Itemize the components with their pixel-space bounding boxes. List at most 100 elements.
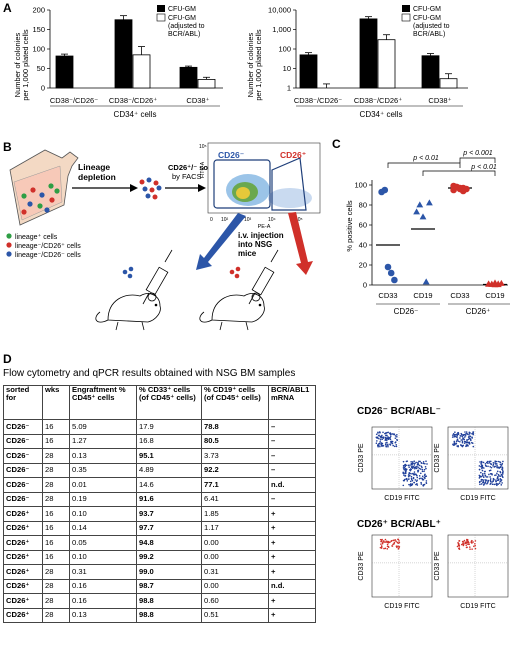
table-cell: 5.09 [69,419,137,435]
table-cell: 99.2 [136,549,202,565]
table-row: CD26⁺ 28 0.13 98.8 0.51 + [3,607,316,623]
flow-event-dot [493,465,496,468]
flow-plot-ylabel: CD33 PE [434,443,441,473]
flow-event-dot [395,445,398,448]
legend-lineage-pos: lineage⁺ cells [15,233,58,241]
chart-a-left-cat-1: CD38⁻/CD26⁻ [50,96,98,105]
flow-event-dot [463,442,466,444]
flow-event-dot [499,475,502,477]
flow-event-dot [480,471,482,474]
flow-event-dot [469,548,471,550]
step-sort-1: CD26⁺/⁻ sort [168,163,214,172]
flow-event-dot [409,469,412,472]
a-right-bar [359,18,378,89]
flow-event-dot [378,442,380,445]
flow-event-dot [381,444,384,447]
table-row: CD26⁻ 28 0.35 4.89 92.2– [3,462,316,478]
flow-event-dot [480,461,483,464]
table-cell: 17.9 [136,419,202,435]
table-cell: 0.05 [69,535,137,551]
heading-cd26neg: CD26⁻ BCR/ABL⁻ [357,406,441,417]
table-cell: 0.19 [69,491,137,507]
panel-label-d: D [3,352,12,366]
flow-event-dot [495,479,497,481]
table-cell: 1.17 [201,520,269,536]
table-cell: 98.7 [136,578,202,594]
significance-brackets [387,157,496,176]
a-right-ytick-label: 1 [287,84,291,93]
chart-c-xtick-4: CD19 [485,291,504,300]
panel-label-b: B [3,140,12,154]
chart-c-xtick-2: CD19 [413,291,432,300]
chart-a-left-cat-3: CD38⁺ [186,96,209,105]
flow-event-dot [422,478,425,481]
table-cell: 28 [42,578,70,594]
flow-event-dot [497,478,500,481]
flow-event-dot [460,543,463,546]
table-cell: 0.10 [69,549,137,565]
flow-event-dot [497,467,500,469]
table-cell: 78.8 [201,419,269,435]
flow-event-dot [405,464,408,467]
chart-a-left: Number of colonies per 1,000 plated cell… [13,5,223,119]
flow-event-dot [381,438,384,441]
flow-event-dot [496,465,498,468]
flow-event-dot [463,438,465,441]
flow-event-dot [388,541,391,544]
flow-event-dot [457,547,460,550]
flow-event-dot [425,467,427,470]
table-cell: 80.5 [201,433,269,449]
flow-event-dot [414,479,417,481]
facs-ytick-top: 10⁵ [199,144,207,150]
flow-event-dot [480,483,483,485]
flow-event-dot [402,467,405,470]
flow-event-dot [419,472,422,475]
flow-event-dot [468,546,471,548]
flow-event-dot [502,471,504,474]
flow-event-dot [403,479,406,482]
flow-event-dot [455,442,457,444]
th-sorted-for: sorted for [3,385,43,420]
table-cell: 0.35 [69,462,137,478]
flow-event-dot [413,473,415,476]
flow-event-dot [389,438,392,441]
flow-event-dot [410,464,412,466]
flow-event-dot [464,431,466,433]
mouse-icon-right [199,292,265,331]
flow-event-dot [468,431,471,434]
facs-xtick-2: 10² [221,217,229,223]
flow-event-dot [481,469,484,472]
flow-event-dot [377,432,379,434]
flow-event-dot [498,461,501,463]
table-row: CD26⁺ 28 0.16 98.7 0.00 n.d. [3,578,316,594]
table-cell: 28 [42,491,70,507]
flow-event-dot [422,461,425,463]
facs-xtick-4: 10⁴ [268,217,276,223]
table-cell: – [268,433,316,449]
flow-event-dot [396,438,398,441]
chart-a-right-cat-1: CD38⁻/CD26⁻ [294,96,342,105]
chart-a-right-bars [299,16,458,89]
p-value-2: p < 0.001 [462,150,492,157]
flow-event-dot [421,477,423,480]
flow-event-dot [378,431,381,433]
flow-event-dot [411,461,414,463]
flow-event-dot [378,434,380,437]
flow-event-dot [395,443,398,446]
flow-event-dot [383,547,385,550]
flow-event-dot [405,460,408,463]
heading-cd26pos: CD26⁺ BCR/ABL⁺ [357,519,441,530]
flow-event-dot [479,483,481,486]
flow-event-dot [457,431,460,434]
flow-event-dot [394,435,397,437]
flow-event-dot [417,466,419,469]
flow-event-dot [385,434,388,437]
flow-event-dot [480,480,483,482]
flow-event-dot [414,462,416,465]
flow-event-dot [416,465,418,468]
legend-a-left-1: CFU-GM [168,6,196,13]
flow-event-dot [393,445,396,448]
legend-lineage-cd26neg: lineage⁻/CD26⁻ cells [15,252,81,259]
flow-event-dot [410,484,413,487]
flow-event-dot [385,540,388,543]
